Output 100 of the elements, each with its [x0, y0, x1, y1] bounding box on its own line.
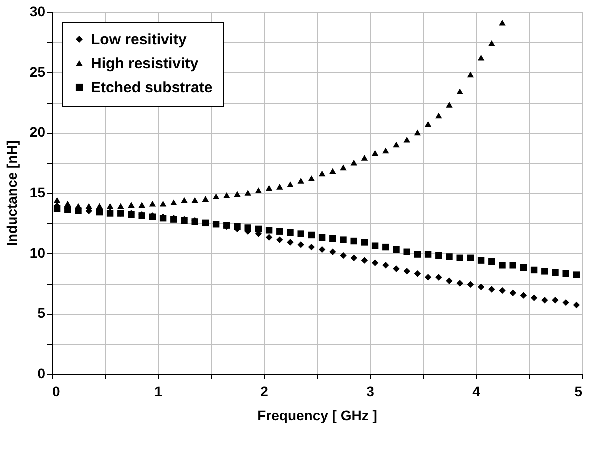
point	[488, 258, 496, 266]
point	[54, 205, 61, 212]
point	[318, 246, 326, 254]
point	[478, 284, 485, 290]
point	[446, 102, 453, 108]
point	[393, 266, 400, 272]
point	[318, 170, 326, 177]
point	[436, 274, 442, 281]
point	[276, 228, 284, 235]
point	[308, 244, 316, 251]
point	[350, 238, 358, 245]
point	[488, 40, 496, 46]
x-tick-label: 5	[574, 384, 583, 400]
point	[298, 230, 304, 238]
point	[499, 287, 506, 294]
point	[202, 220, 210, 227]
point	[340, 236, 347, 244]
point	[456, 280, 464, 287]
point	[255, 226, 262, 233]
point	[96, 203, 104, 210]
point	[414, 251, 422, 258]
point	[424, 274, 432, 281]
legend-label: Low resitivity	[91, 32, 188, 48]
point	[478, 257, 485, 264]
point	[372, 150, 379, 156]
point	[573, 302, 580, 309]
y-tick-label: 25	[30, 64, 46, 80]
point	[361, 155, 368, 161]
point	[382, 262, 390, 269]
point	[318, 234, 326, 241]
y-tick-label: 5	[38, 305, 46, 322]
point	[350, 160, 358, 166]
point	[488, 286, 496, 293]
point	[562, 270, 570, 278]
y-tick-label: 10	[30, 244, 46, 261]
point	[542, 268, 548, 275]
point	[287, 239, 294, 246]
point	[330, 168, 336, 174]
point	[149, 200, 156, 207]
point	[361, 239, 368, 246]
point	[234, 223, 241, 230]
point	[266, 234, 273, 241]
point	[298, 178, 304, 184]
point	[382, 148, 390, 154]
point	[170, 200, 178, 206]
point	[64, 200, 72, 207]
point	[128, 202, 135, 208]
x-tick-label: 4	[472, 384, 481, 400]
point	[372, 260, 379, 266]
point	[202, 196, 210, 202]
point	[212, 194, 220, 200]
x-tick-label: 1	[154, 384, 163, 400]
point	[287, 229, 294, 236]
point	[552, 269, 559, 276]
point	[467, 72, 474, 78]
point	[266, 185, 273, 192]
point	[276, 236, 284, 244]
point	[520, 264, 528, 272]
point	[573, 272, 580, 278]
point	[530, 294, 538, 302]
point	[393, 246, 400, 254]
point	[192, 197, 198, 204]
point	[552, 297, 559, 304]
point	[446, 254, 453, 260]
point	[467, 254, 474, 262]
point	[266, 227, 273, 234]
point	[414, 130, 422, 136]
point	[372, 242, 379, 250]
point	[160, 200, 167, 207]
point	[530, 266, 538, 274]
point	[456, 254, 464, 262]
point	[361, 257, 368, 264]
point	[86, 203, 92, 210]
x-tick-label: 3	[366, 384, 375, 400]
point	[499, 20, 506, 26]
legend-label: High resistivity	[91, 56, 200, 72]
point	[244, 224, 252, 232]
point	[393, 142, 400, 148]
point	[118, 203, 124, 210]
point	[234, 191, 241, 198]
point	[467, 281, 474, 288]
y-tick-label: 20	[30, 124, 46, 140]
point	[330, 236, 336, 242]
point	[181, 197, 188, 204]
point	[542, 297, 548, 304]
point	[308, 232, 316, 239]
y-tick-label: 15	[30, 184, 46, 200]
point	[510, 290, 516, 297]
point	[404, 248, 410, 256]
point	[255, 188, 262, 194]
point	[499, 262, 506, 269]
point	[520, 292, 528, 299]
point	[404, 137, 410, 143]
point	[436, 252, 442, 260]
point	[478, 54, 485, 61]
point	[96, 208, 104, 216]
y-tick-label: 0	[38, 366, 46, 382]
point	[308, 176, 316, 182]
point	[424, 251, 432, 258]
point	[138, 202, 146, 208]
